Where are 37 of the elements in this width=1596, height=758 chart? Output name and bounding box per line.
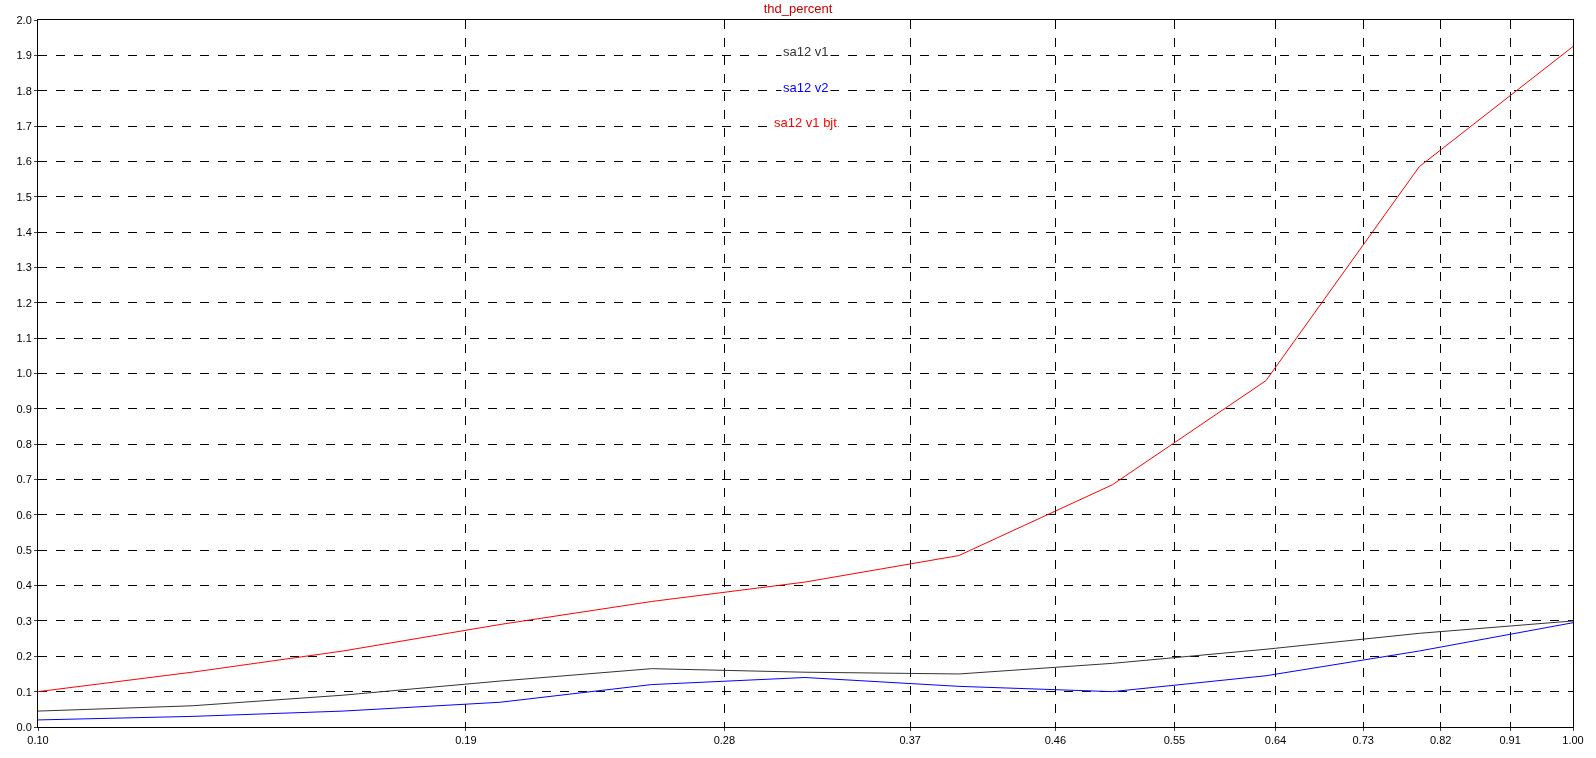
y-tick-label: 1.6 [16,155,32,168]
y-tick-label: 0.1 [16,685,32,698]
y-tick-label: 0.8 [16,438,32,451]
x-tick-label: 1.00 [1562,734,1584,747]
y-tick-label: 1.7 [16,119,32,132]
y-tick-label: 0.3 [16,614,32,627]
line-series [38,46,1573,693]
y-tick-label: 0.4 [16,579,32,592]
y-tick-label: 0.0 [16,720,32,733]
y-tick-label: 1.5 [16,190,32,203]
x-tick-label: 0.10 [27,734,49,747]
y-tick-label: 1.1 [16,332,32,344]
text: sa12 v1 [783,44,829,59]
y-tick-label: 0.5 [16,544,32,557]
y-tick-label: 0.6 [16,508,32,521]
x-tick-label: 0.91 [1499,734,1521,747]
chart-title: thd_percent [763,0,833,16]
y-tick-label: 0.7 [16,473,32,486]
y-tick-label: 2.0 [16,13,32,26]
text: sa12 v2 [783,80,829,95]
x-tick-label: 0.46 [1044,734,1067,747]
y-tick-label: 0.2 [16,650,32,663]
y-tick-label: 1.3 [16,261,32,274]
x-tick-label: 0.73 [1352,734,1374,747]
y-tick-label: 1.8 [16,84,32,97]
text: sa12 v1 bjt [774,115,838,130]
x-tick-label: 0.28 [713,734,736,747]
y-tick-label: 1.9 [16,49,32,62]
y-tick-label: 0.9 [16,402,32,415]
x-tick-label: 0.55 [1163,734,1186,747]
y-tick-label: 1.0 [16,367,32,380]
x-tick-label: 0.37 [899,734,921,747]
x-tick-label: 0.19 [455,734,477,747]
y-tick-label: 1.2 [16,296,32,309]
x-tick-label: 0.64 [1264,734,1287,747]
y-tick-label: 1.4 [16,225,32,238]
x-tick-label: 0.82 [1429,734,1452,747]
